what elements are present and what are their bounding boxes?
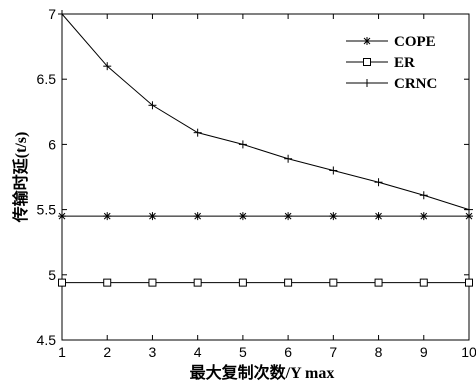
series-line-crnc	[61, 13, 470, 211]
plot-frame	[61, 13, 470, 341]
data-point-cope	[148, 212, 157, 221]
x-tick-label: 3	[149, 344, 157, 360]
data-point-cope	[103, 212, 112, 221]
x-tick-label: 5	[239, 344, 247, 360]
y-tick-label: 5.5	[37, 202, 57, 218]
data-point-er	[193, 278, 202, 287]
y-tick-label: 6	[48, 136, 56, 152]
data-point-er	[148, 278, 157, 287]
data-point-cope	[238, 212, 247, 221]
x-tick-label: 6	[284, 344, 292, 360]
legend-label-crnc: CRNC	[394, 76, 437, 92]
x-tick-label: 1	[58, 344, 66, 360]
data-point-crnc	[148, 101, 157, 110]
legend-marker-er	[363, 58, 371, 66]
data-point-cope	[284, 212, 293, 221]
data-point-crnc	[465, 205, 473, 214]
data-point-cope	[419, 212, 428, 221]
data-point-er	[374, 278, 383, 287]
data-point-crnc	[374, 178, 383, 187]
y-tick-label: 7	[48, 6, 56, 22]
data-point-crnc	[284, 154, 293, 163]
data-point-er	[284, 278, 293, 287]
data-point-cope	[193, 212, 202, 221]
data-point-crnc	[329, 166, 338, 175]
y-tick-label: 5	[48, 267, 56, 283]
data-point-er	[103, 278, 112, 287]
x-tick-label: 4	[194, 344, 202, 360]
legend-label-cope: COPE	[394, 34, 436, 50]
x-axis-label: 最大复制次数/Y max	[190, 363, 335, 382]
data-point-er	[329, 278, 338, 287]
data-point-cope	[374, 212, 383, 221]
data-point-er	[58, 278, 66, 287]
legend: COPE ER CRNC	[346, 34, 437, 92]
data-point-er	[238, 278, 247, 287]
y-axis-ticks: 4.5 5 5.5 6 6.5 7	[37, 6, 469, 348]
data-point-crnc	[193, 128, 202, 137]
x-tick-label: 2	[103, 344, 111, 360]
data-point-crnc	[419, 191, 428, 200]
x-tick-label: 9	[420, 344, 428, 360]
data-point-cope	[329, 212, 338, 221]
legend-marker-crnc	[363, 79, 371, 87]
data-point-crnc	[238, 140, 247, 149]
data-point-er	[419, 278, 428, 287]
data-point-er	[465, 278, 473, 287]
y-axis-label: 传输时延(t/s)	[11, 132, 30, 224]
legend-label-er: ER	[394, 55, 415, 71]
x-tick-label: 7	[329, 344, 337, 360]
x-axis-ticks: 1 2 3 4 5 6 7 8 9 10	[58, 14, 476, 360]
y-tick-label: 6.5	[37, 71, 57, 87]
data-point-crnc	[58, 10, 66, 18]
x-tick-label: 10	[461, 344, 476, 360]
series-layer	[58, 10, 473, 287]
data-point-cope	[58, 212, 66, 221]
y-tick-label: 4.5	[37, 332, 57, 348]
legend-marker-cope	[363, 37, 371, 45]
data-point-crnc	[103, 62, 112, 71]
x-tick-label: 8	[375, 344, 383, 360]
